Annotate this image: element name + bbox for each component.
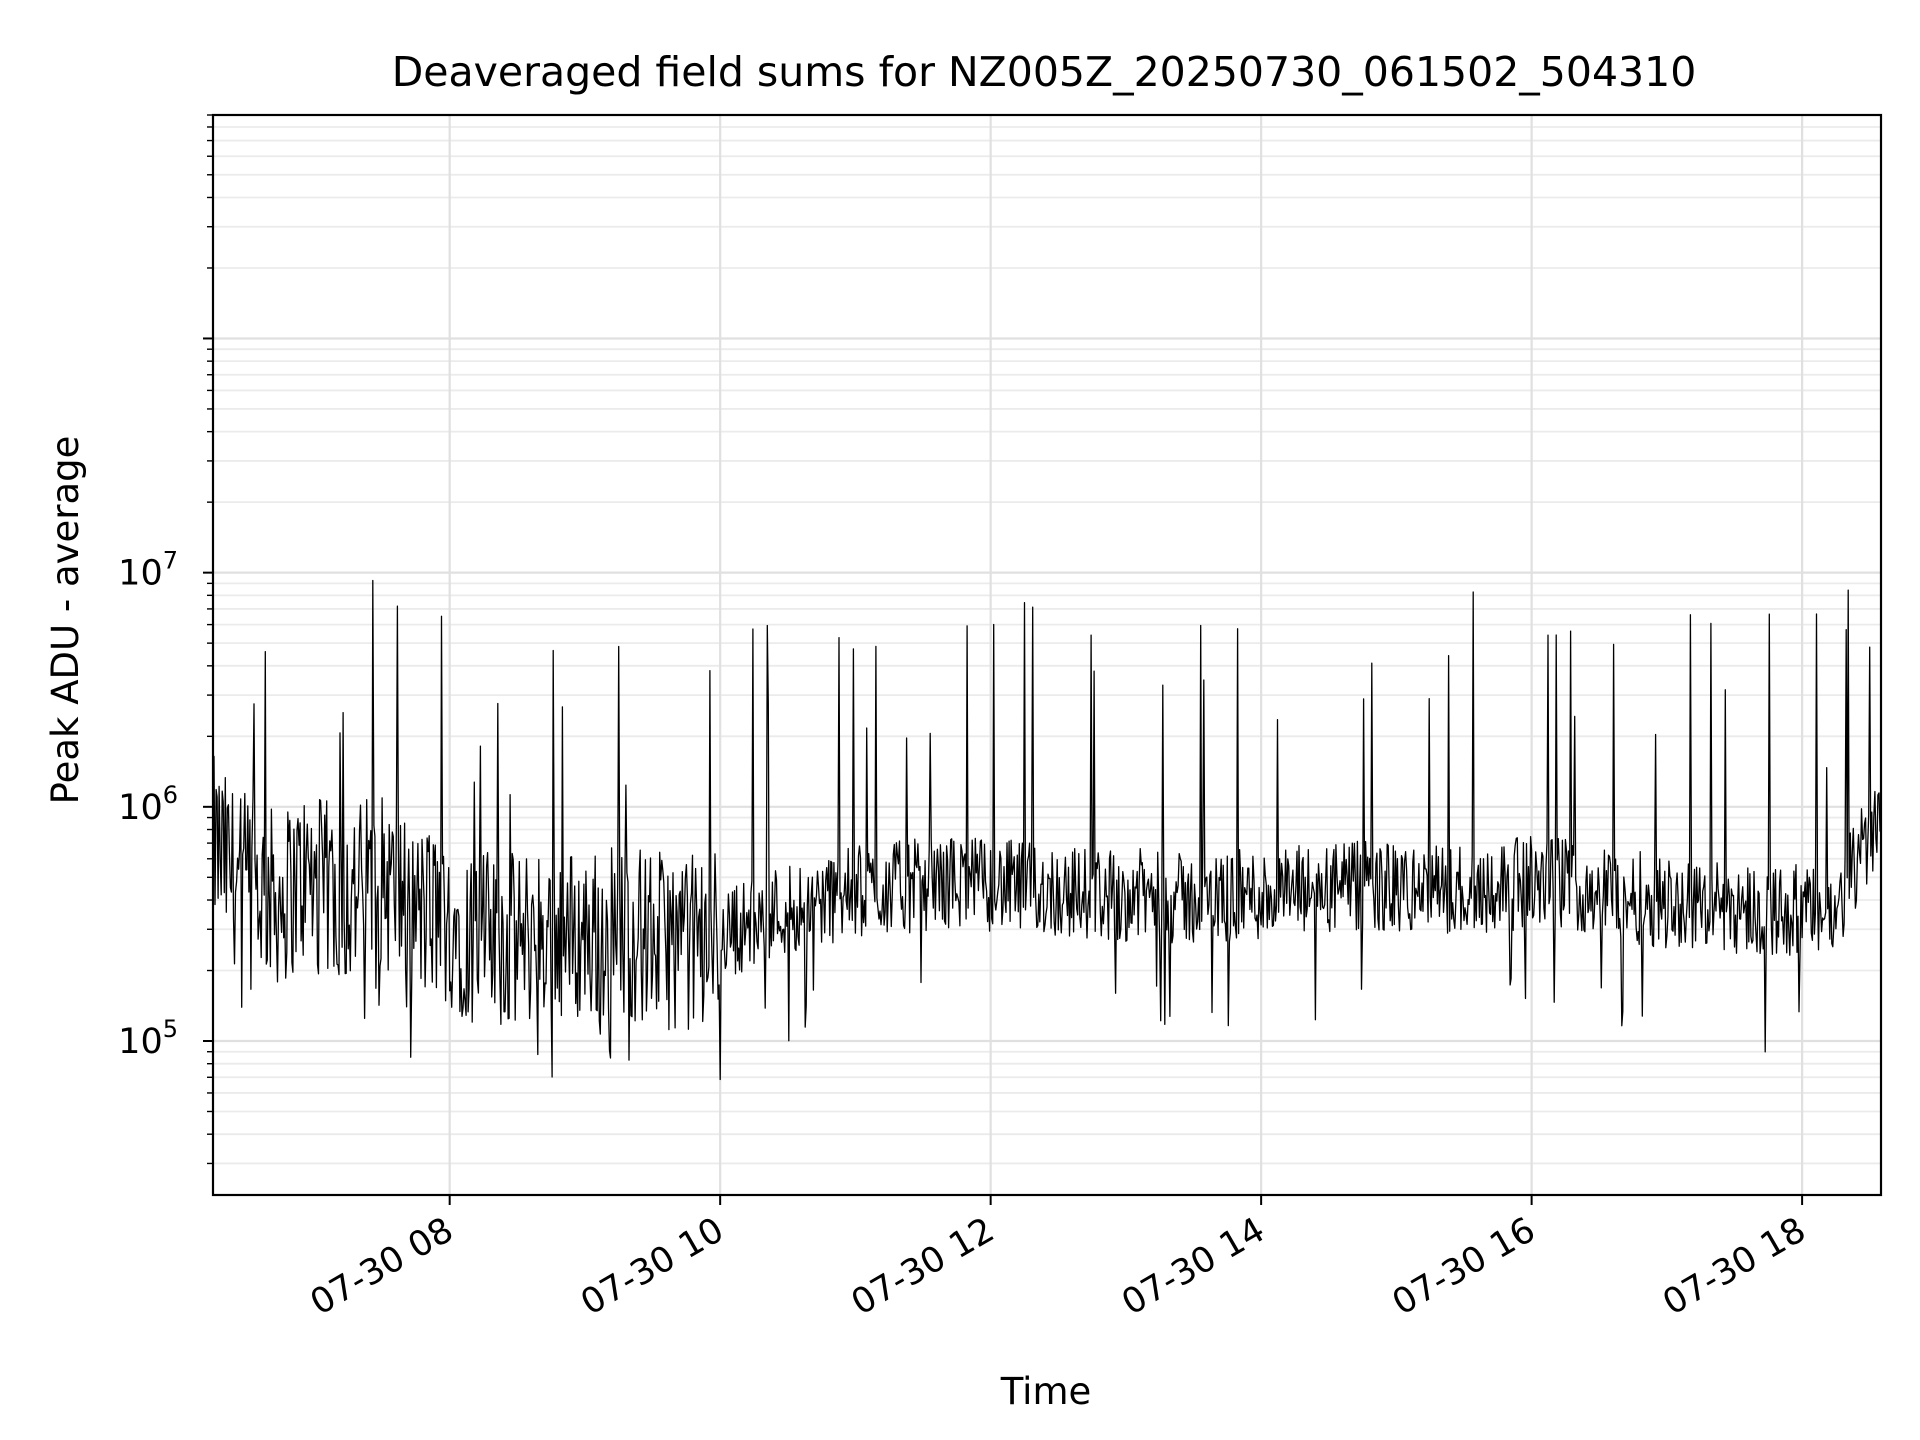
plot-frame (211, 113, 1883, 1197)
x-axis-label: Time (1000, 1370, 1092, 1413)
chart-title: Deaveraged field sums for NZ005Z_2025073… (392, 48, 1697, 96)
y-tick-label: 107 (118, 547, 178, 594)
plot-area (212, 579, 1882, 1081)
y-axis-label: Peak ADU - average (44, 436, 87, 805)
y-tick-label: 105 (118, 1015, 178, 1062)
y-tick-label: 106 (118, 781, 178, 828)
series-line (212, 579, 1882, 1081)
y-axis: 105 106 107 (118, 114, 213, 1165)
